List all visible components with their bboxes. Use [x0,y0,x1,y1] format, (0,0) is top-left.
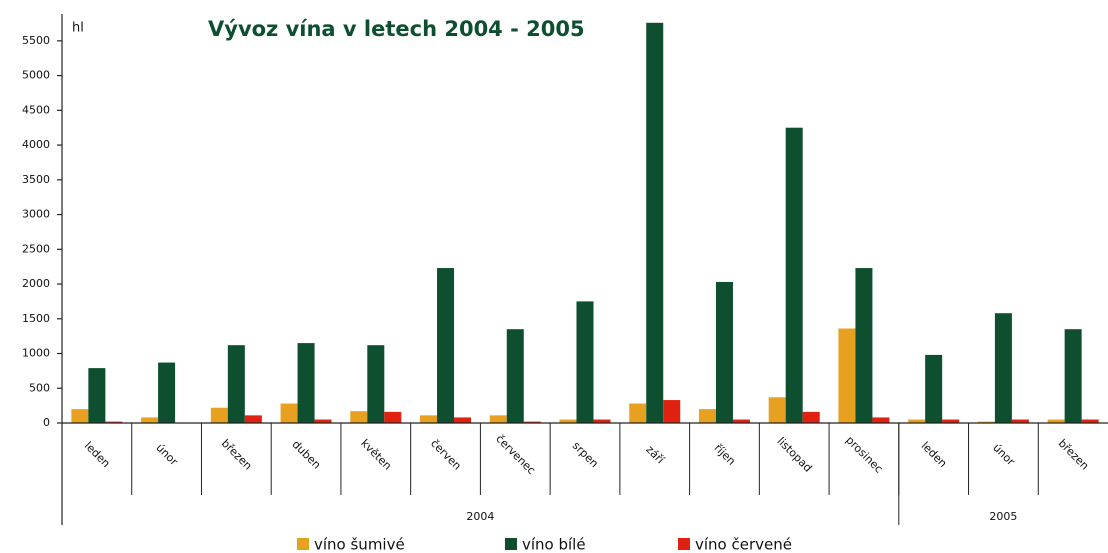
bar [908,419,926,423]
legend-swatch [297,538,309,550]
chart-title: Vývoz vína v letech 2004 - 2005 [208,17,585,41]
x-tick-label: březen [219,437,255,473]
bar [210,407,228,423]
bar [802,411,820,423]
y-tick-label: 4000 [22,138,50,151]
x-tick-label: březen [1056,437,1092,473]
bar [454,417,472,423]
legend-swatch [678,538,690,550]
legend-label: víno červené [695,536,792,553]
bar [227,345,245,423]
bar [785,127,803,423]
bar [1047,419,1065,423]
x-tick-label: srpen [570,439,601,470]
bar [437,268,455,423]
x-tick-label: leden [919,439,950,470]
x-tick-label: leden [82,439,113,470]
bar [489,415,507,423]
x-tick-label: listopad [775,435,815,475]
bar [88,368,106,423]
x-tick-label: říjen [712,441,738,467]
bar [698,409,716,423]
year-label: 2004 [466,510,494,523]
legend-swatch [505,538,517,550]
y-tick-label: 4500 [22,103,50,116]
bar [838,328,856,423]
y-axis-label: hl [72,21,84,36]
y-tick-label: 1000 [22,347,50,360]
bar [350,411,368,423]
y-tick-label: 5000 [22,69,50,82]
x-tick-label: duben [290,438,324,472]
bar [593,419,611,423]
bar [715,281,733,423]
bar [367,345,385,423]
bar [105,421,123,423]
bar [141,417,159,423]
legend-label: víno šumivé [314,536,405,553]
x-tick-label: září [643,443,667,467]
bar [855,268,873,423]
y-tick-label: 5500 [22,34,50,47]
x-tick-label: prosinec [843,434,885,476]
year-label: 2005 [989,510,1017,523]
bar [646,22,664,424]
x-tick-label: květen [358,437,394,473]
y-tick-label: 1500 [22,312,50,325]
bar [420,415,438,423]
bar [872,417,890,423]
bar [994,313,1012,423]
bar [158,362,176,423]
legend-label: víno bílé [522,536,586,553]
y-tick-label: 0 [43,416,50,429]
x-tick-label: červenec [493,432,538,477]
bar [732,419,750,423]
y-tick-label: 500 [29,381,50,394]
bar [977,421,995,423]
bar [576,301,594,423]
y-tick-label: 3500 [22,173,50,186]
y-tick-label: 2500 [22,242,50,255]
bar [297,343,315,423]
bar [384,411,402,423]
y-tick-label: 2000 [22,277,50,290]
bar [1081,419,1099,423]
x-tick-label: únor [990,441,1017,468]
x-tick-label: únor [153,441,180,468]
bar [1011,419,1029,423]
bar [768,397,786,423]
bar [244,415,262,423]
bar [559,419,577,423]
y-tick-label: 3000 [22,208,50,221]
bar [663,400,681,423]
x-tick-label: červen [428,437,464,473]
bar [523,421,541,423]
bar [71,409,89,423]
bar [942,419,960,423]
bar [629,403,647,423]
bar [314,419,332,423]
bar [506,329,524,423]
bar [280,403,298,423]
bar [925,354,943,423]
bar [1064,329,1082,423]
